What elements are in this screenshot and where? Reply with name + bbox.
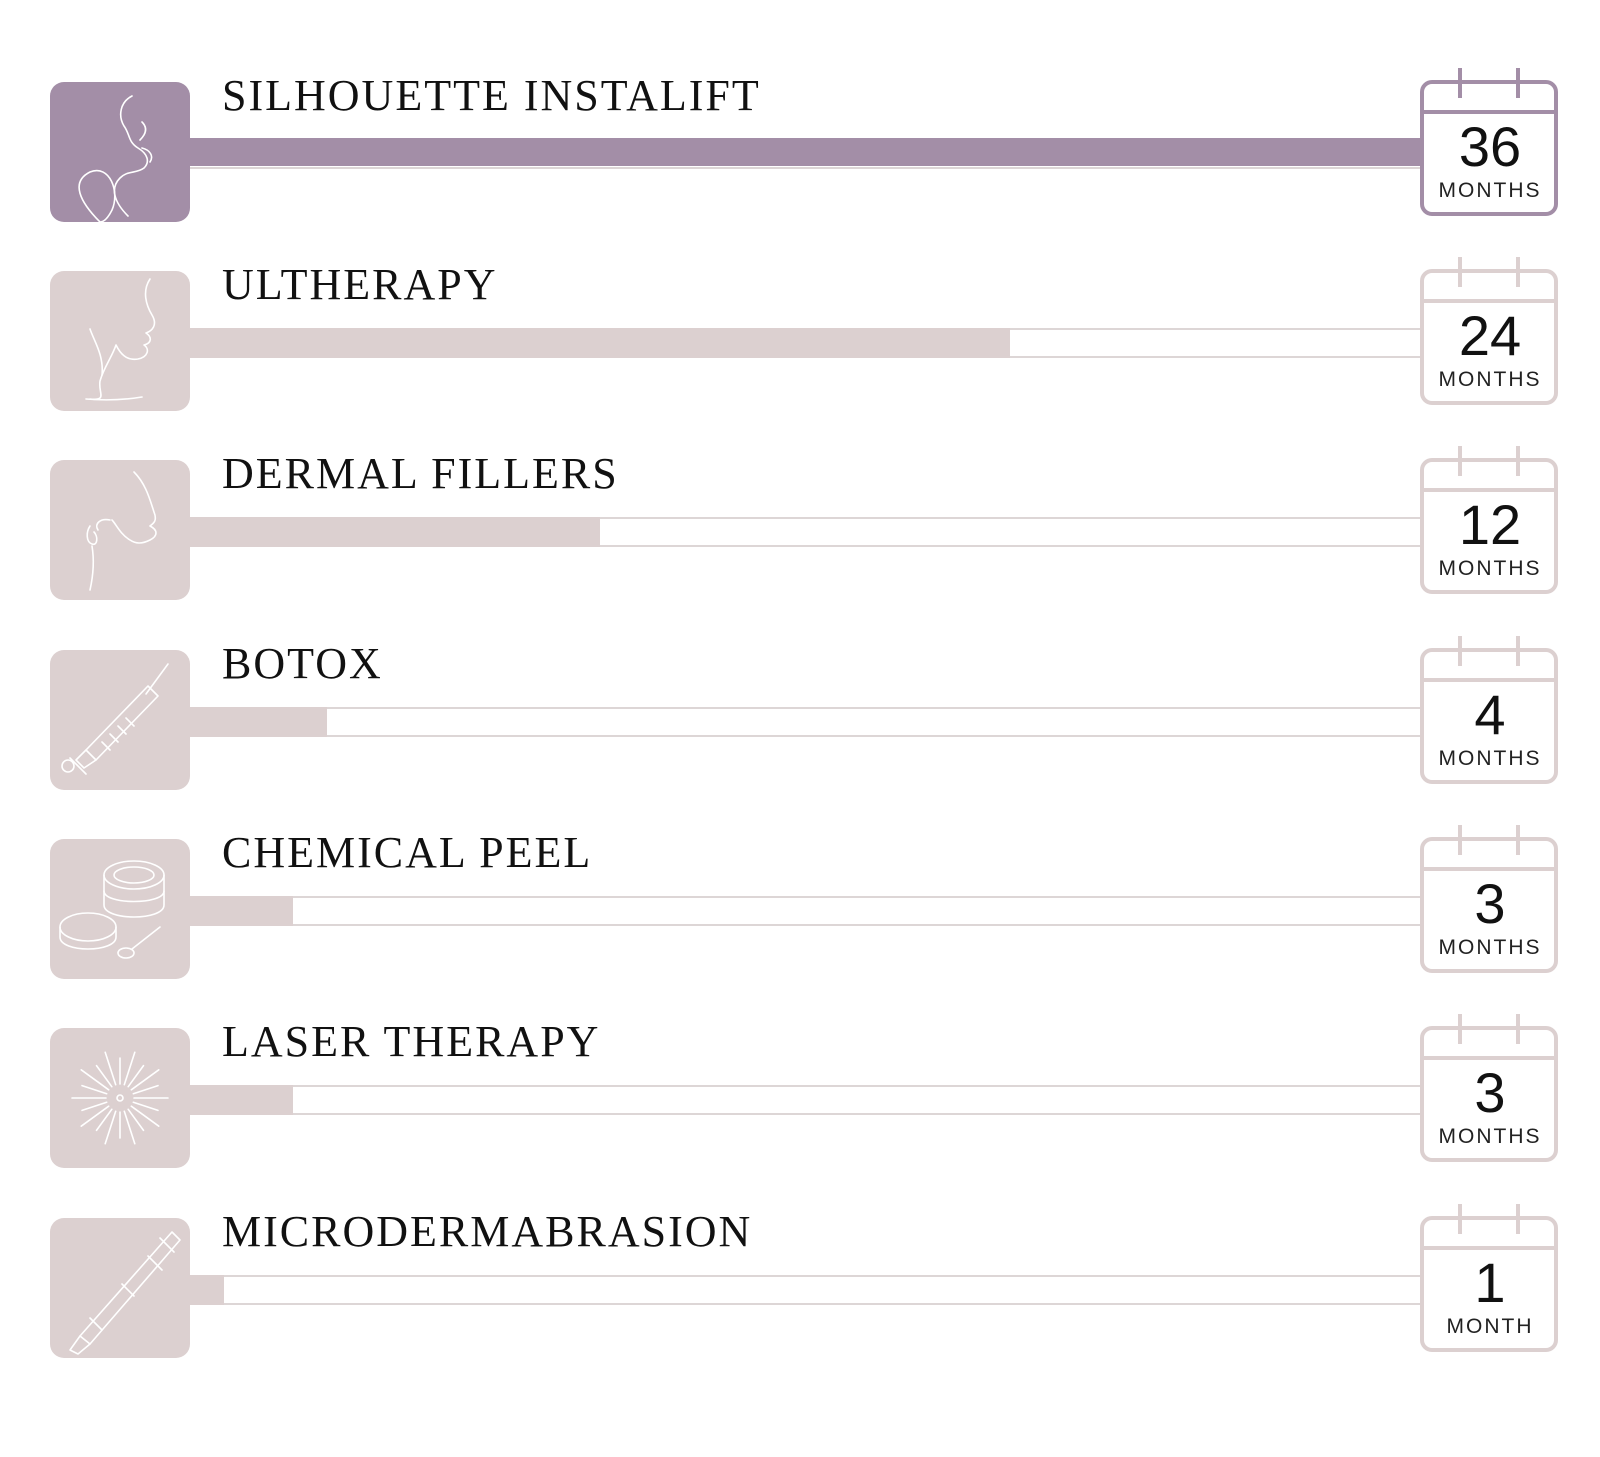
bar-track (190, 896, 1420, 926)
duration-value: 1 (1474, 1251, 1506, 1314)
bar-track (190, 1085, 1420, 1115)
calendar-badge: 12 MONTHS (1420, 446, 1560, 598)
duration-bar (190, 138, 1420, 166)
treatment-icon-tile (50, 82, 190, 222)
duration-unit: MONTHS (1438, 179, 1542, 202)
calendar-icon (1420, 446, 1558, 594)
calendar-badge: 3 MONTHS (1420, 825, 1560, 977)
calendar-badge: 1 MONTH (1420, 1204, 1560, 1356)
duration-unit: MONTHS (1438, 747, 1542, 770)
calendar-badge: 36 MONTHS (1420, 68, 1560, 220)
treatment-icon-tile (50, 460, 190, 600)
treatment-label: MICRODERMABRASION (222, 1207, 753, 1256)
treatment-row: ULTHERAPY 24 MONTHS (0, 257, 1600, 411)
calendar-icon (1420, 1014, 1558, 1162)
calendar-icon (1420, 1204, 1558, 1352)
duration-bar (190, 517, 600, 547)
dermabrasion-pen-icon (69, 1231, 181, 1355)
bar-track (190, 1275, 1420, 1305)
duration-value: 24 (1458, 304, 1522, 367)
face-profile-line-icon (78, 95, 153, 222)
duration-value: 36 (1458, 115, 1522, 178)
duration-bar (190, 707, 327, 737)
treatment-label: LASER THERAPY (222, 1017, 601, 1066)
duration-unit: MONTHS (1438, 1125, 1542, 1148)
duration-value: 12 (1458, 493, 1522, 556)
bar-track (190, 707, 1420, 737)
treatment-row: BOTOX 4 MONTHS (0, 636, 1600, 790)
treatment-icon-tile (50, 271, 190, 411)
treatment-label: BOTOX (222, 639, 383, 688)
calendar-icon (1420, 825, 1558, 973)
treatment-label: DERMAL FILLERS (222, 449, 619, 498)
calendar-icon (1420, 68, 1558, 216)
treatment-icon-tile (50, 1028, 190, 1168)
duration-unit: MONTHS (1438, 557, 1542, 580)
syringe-icon (61, 663, 169, 775)
treatment-row: SILHOUETTE INSTALIFT 36 MONTHS (0, 68, 1600, 222)
duration-unit: MONTH (1446, 1315, 1534, 1338)
cream-jar-icon (59, 860, 165, 959)
treatment-row: MICRODERMABRASION 1 MONTH (0, 1204, 1600, 1358)
treatment-label: CHEMICAL PEEL (222, 828, 593, 877)
calendar-badge: 24 MONTHS (1420, 257, 1560, 409)
treatment-label: ULTHERAPY (222, 260, 498, 309)
calendar-badge: 3 MONTHS (1420, 1014, 1560, 1166)
duration-unit: MONTHS (1438, 368, 1542, 391)
treatment-row: DERMAL FILLERS 12 MONTHS (0, 446, 1600, 600)
calendar-icon (1420, 636, 1558, 784)
treatment-icon-tile (50, 839, 190, 979)
calendar-icon (1420, 257, 1558, 405)
treatment-icon-tile (50, 1218, 190, 1358)
laser-burst-icon (71, 1051, 169, 1145)
calendar-badge: 4 MONTHS (1420, 636, 1560, 788)
duration-bar (190, 1085, 293, 1115)
duration-unit: MONTHS (1438, 936, 1542, 959)
face-earring-line-icon (86, 471, 157, 591)
treatment-label: SILHOUETTE INSTALIFT (222, 71, 761, 120)
duration-bar (190, 1275, 225, 1305)
treatment-row: CHEMICAL PEEL 3 MONTHS (0, 825, 1600, 979)
treatment-icon-tile (50, 650, 190, 790)
duration-value: 3 (1474, 1061, 1506, 1124)
face-neck-line-icon (85, 278, 156, 401)
duration-bar (190, 896, 293, 926)
duration-value: 4 (1474, 683, 1506, 746)
treatment-row: LASER THERAPY 3 MONTHS (0, 1014, 1600, 1168)
duration-bar (190, 328, 1010, 358)
duration-value: 3 (1474, 872, 1506, 935)
